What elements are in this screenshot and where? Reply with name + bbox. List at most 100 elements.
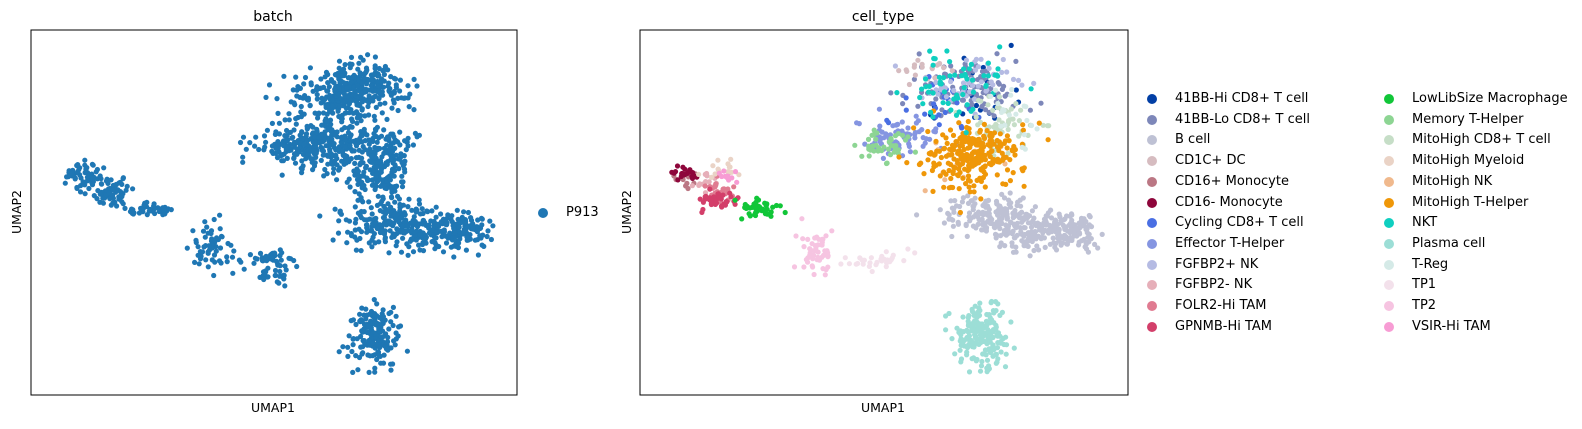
data-point [402, 95, 408, 101]
data-point [224, 259, 230, 265]
data-point [941, 89, 948, 95]
data-point [405, 204, 411, 210]
data-point [936, 61, 942, 67]
data-point [998, 143, 1004, 149]
data-point [702, 183, 708, 189]
data-point [1025, 243, 1031, 249]
data-point [411, 107, 417, 113]
data-point [350, 110, 356, 116]
data-point [943, 153, 949, 159]
data-point [342, 110, 348, 116]
data-point [884, 260, 890, 266]
data-point [892, 133, 899, 139]
data-point [768, 209, 774, 215]
data-point [352, 204, 358, 210]
data-point [984, 357, 991, 363]
data-point [380, 334, 386, 340]
data-point [943, 135, 949, 141]
legend-marker [1147, 197, 1157, 208]
data-point [829, 228, 835, 234]
data-point [1068, 211, 1075, 217]
data-point [913, 120, 919, 126]
data-point [388, 367, 394, 373]
data-point [241, 266, 247, 272]
data-point [366, 112, 372, 118]
data-point [353, 216, 359, 222]
data-point [984, 369, 990, 375]
data-point [972, 332, 978, 338]
data-point [911, 125, 917, 131]
data-point [379, 177, 385, 183]
data-point [355, 367, 361, 373]
legend-marker [1384, 280, 1394, 291]
data-point [951, 96, 957, 102]
data-point [372, 369, 378, 375]
data-point [940, 75, 947, 81]
data-point [406, 104, 412, 110]
data-point [993, 299, 999, 305]
data-point [753, 199, 759, 205]
data-point [983, 88, 989, 94]
data-point [363, 97, 369, 103]
data-point [805, 255, 811, 261]
data-point [438, 211, 444, 217]
data-point [1008, 106, 1014, 112]
series-gpnmb-hi-tam [697, 186, 741, 215]
data-point [370, 135, 376, 141]
data-point [367, 353, 373, 359]
data-point [390, 322, 396, 329]
scatter-area-batch [62, 52, 496, 375]
data-point [450, 223, 456, 229]
series-mitohigh-myeloid [696, 156, 742, 180]
legend-label: Memory T-Helper [1412, 111, 1524, 127]
data-point [89, 176, 96, 182]
data-point [323, 123, 329, 129]
data-point [964, 152, 970, 158]
data-point [291, 155, 297, 161]
data-point [322, 74, 328, 80]
data-point [987, 337, 993, 343]
data-point [374, 124, 380, 130]
data-point [926, 150, 932, 157]
data-point [892, 63, 898, 69]
data-point [1003, 351, 1009, 357]
data-point [1007, 178, 1013, 184]
data-point [348, 318, 354, 324]
data-point [1019, 82, 1025, 88]
data-point [352, 98, 359, 104]
data-point [319, 95, 325, 101]
data-point [392, 342, 398, 348]
data-point [842, 255, 848, 261]
data-point [331, 141, 337, 147]
data-point [888, 257, 894, 263]
data-point [960, 175, 966, 181]
data-point [124, 183, 130, 189]
data-point [919, 61, 925, 67]
data-point [716, 170, 722, 176]
data-point [810, 264, 816, 270]
legend-label: MitoHigh T-Helper [1412, 194, 1529, 210]
data-point [965, 118, 971, 125]
data-point [331, 80, 337, 86]
data-point [1016, 215, 1023, 221]
data-point [980, 140, 986, 146]
data-point [999, 208, 1006, 214]
data-point [202, 234, 208, 240]
data-point [151, 203, 157, 209]
data-point [391, 75, 397, 81]
legend-label: CD16- Monocyte [1175, 194, 1283, 210]
data-point [72, 176, 78, 182]
data-point [920, 101, 926, 107]
data-point [283, 267, 289, 273]
data-point [298, 103, 304, 110]
data-point [324, 88, 330, 94]
data-point [1008, 319, 1014, 325]
legend-marker [1147, 135, 1157, 146]
data-point [1002, 364, 1009, 370]
data-point [1018, 203, 1024, 209]
data-point [389, 105, 395, 111]
data-point [451, 254, 457, 260]
data-point [963, 130, 969, 136]
data-point [1022, 225, 1028, 231]
data-point [960, 152, 966, 158]
